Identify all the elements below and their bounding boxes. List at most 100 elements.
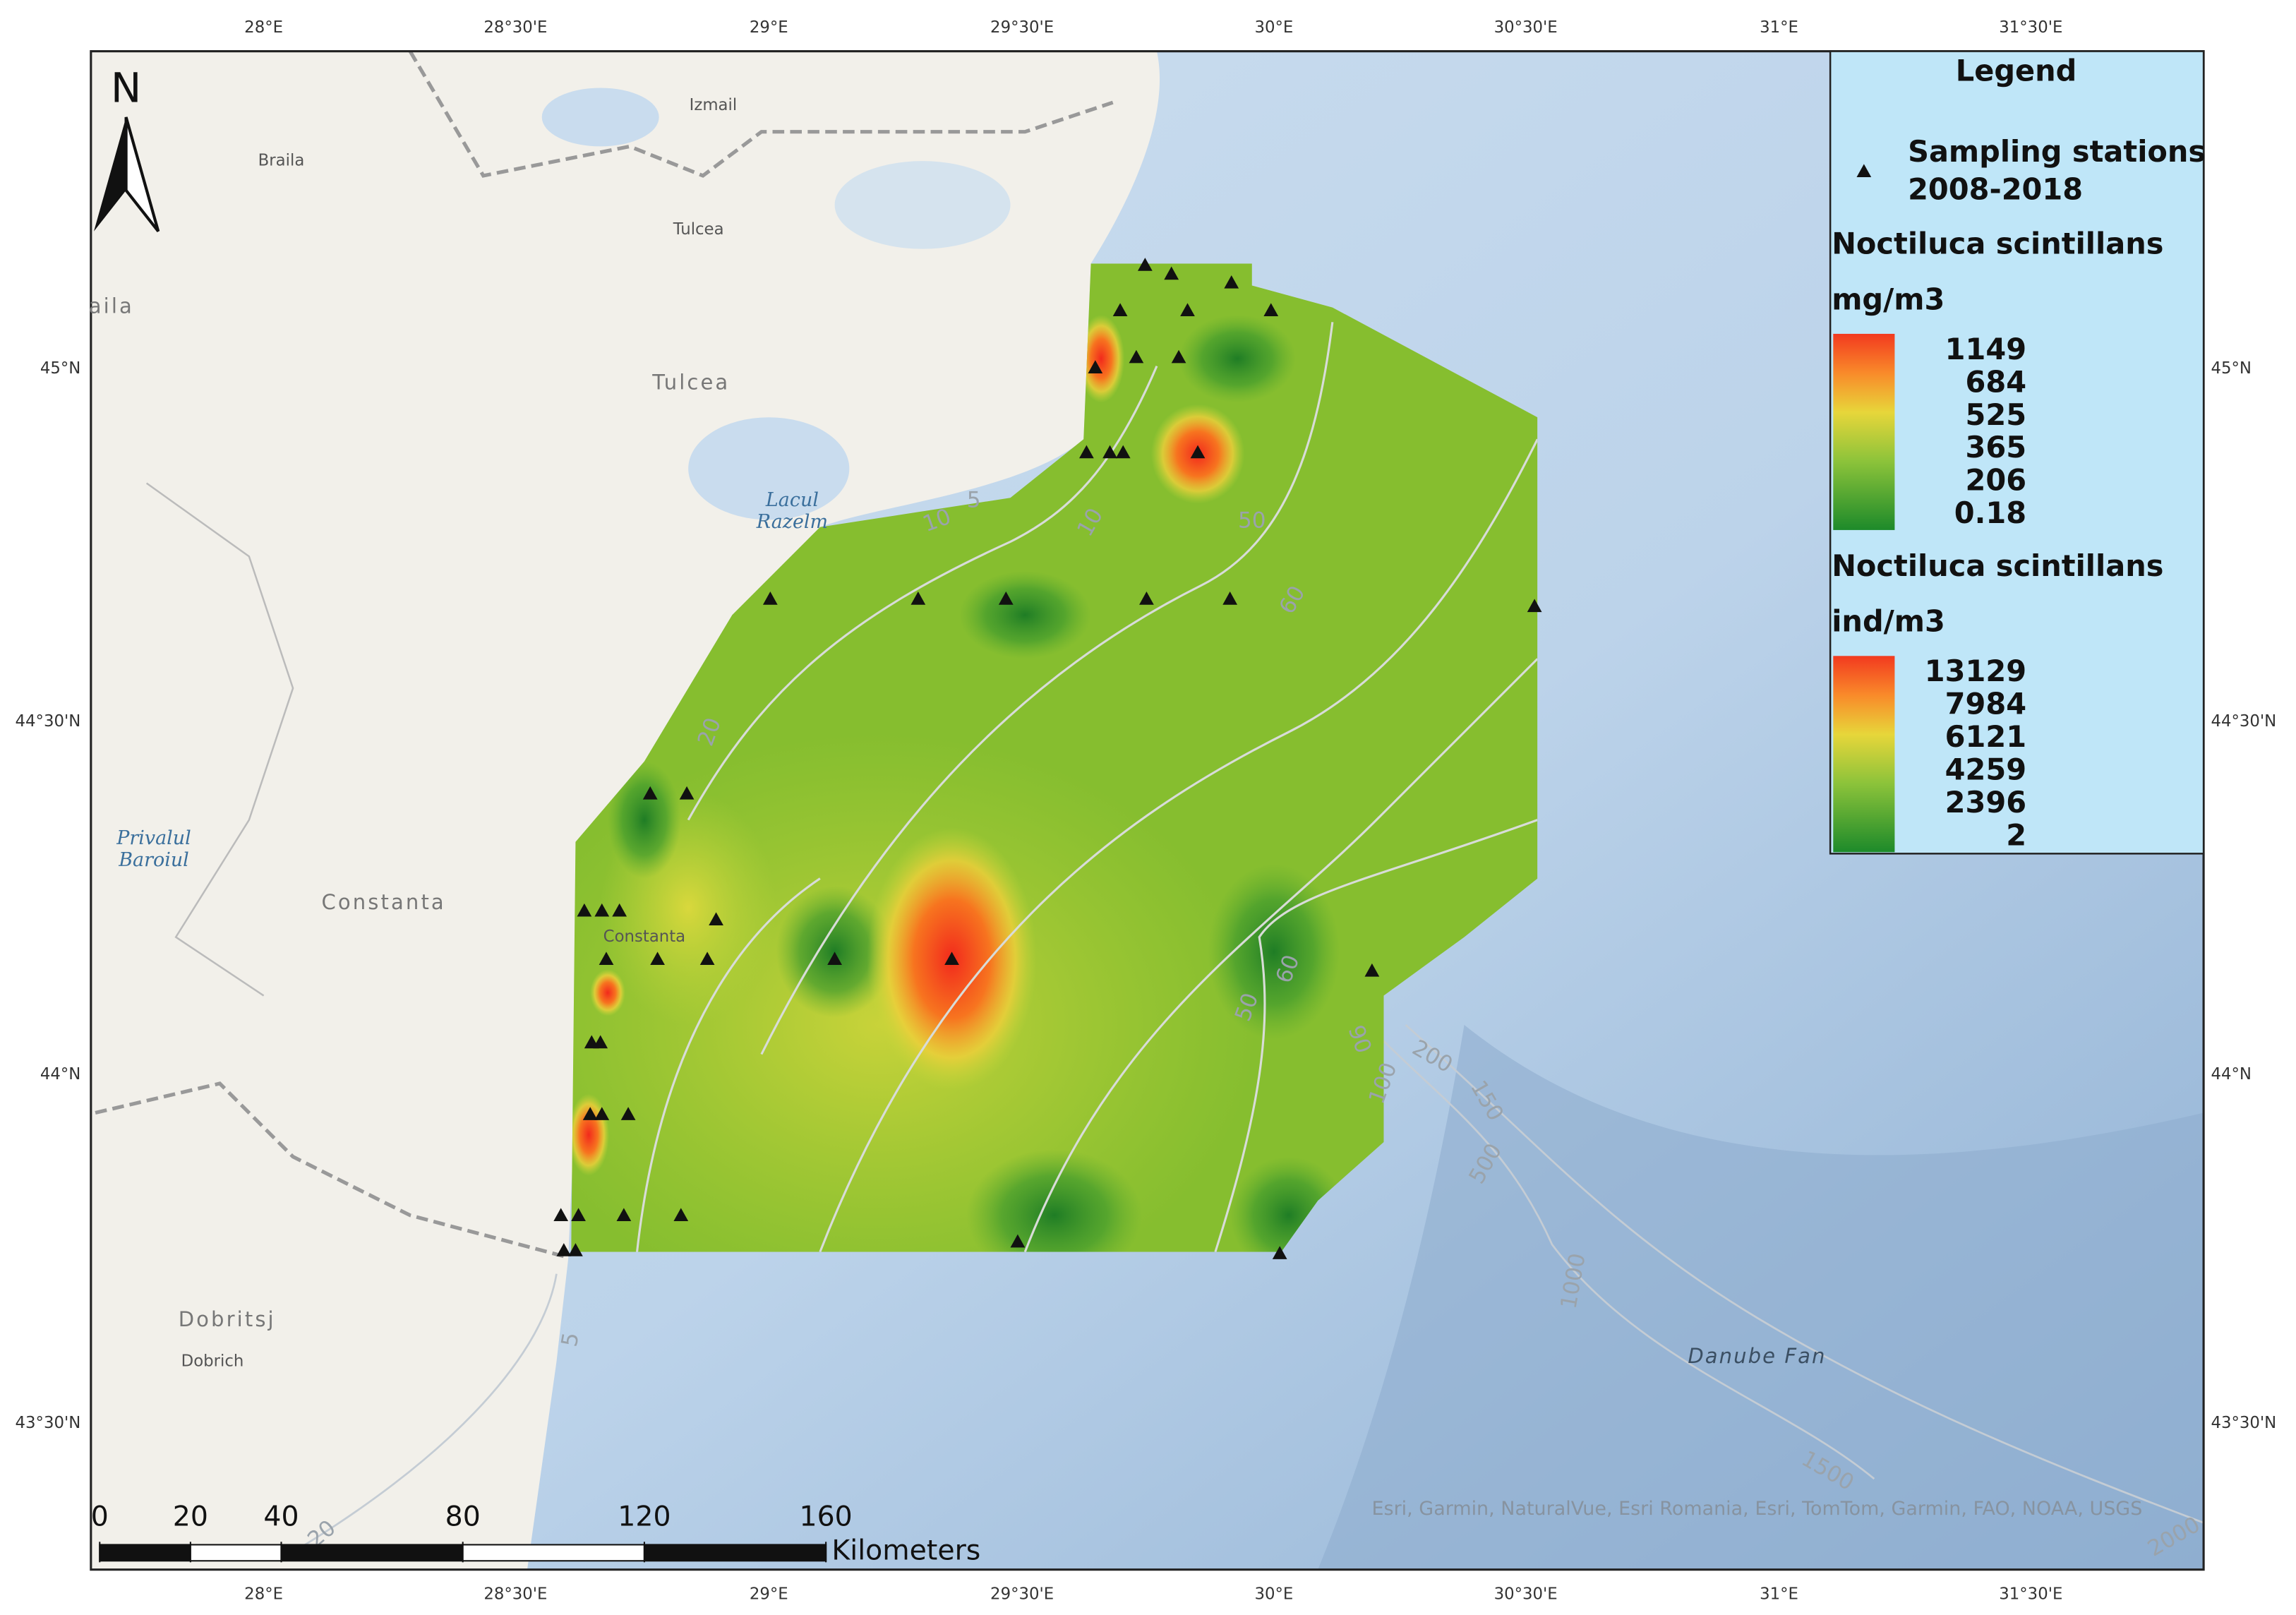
station — [699, 951, 715, 965]
legend-value: 206 — [1966, 463, 2027, 498]
legend-value: 1149 — [1945, 332, 2026, 366]
station — [1224, 275, 1239, 289]
stations — [553, 258, 1542, 1259]
legend-heading: Noctiluca scintillans — [1832, 226, 2163, 260]
water-label: Lacul — [765, 489, 819, 511]
station — [612, 903, 627, 917]
legend-entry: Sampling stations — [1908, 134, 2206, 169]
station — [642, 786, 658, 800]
legend-title: Legend — [1956, 54, 2077, 88]
legend-ramp — [1833, 333, 1895, 530]
station — [709, 912, 723, 925]
legend-ramp — [1833, 656, 1895, 853]
station — [556, 1243, 572, 1256]
station — [1139, 592, 1154, 605]
place-label: Tulcea — [651, 370, 730, 394]
place-label: Braila — [258, 152, 305, 170]
station — [616, 1208, 632, 1222]
longitude-label: 29°30'E — [990, 18, 1054, 37]
legend-value: 365 — [1966, 430, 2027, 464]
scale-label: 0 — [91, 1501, 109, 1533]
legend-value: 7984 — [1945, 687, 2026, 721]
scale-segment — [462, 1544, 645, 1562]
latitude-label: 44°30'N — [2211, 712, 2276, 731]
station — [1129, 349, 1144, 364]
border — [408, 51, 1114, 178]
longitude-label: 28°E — [244, 1585, 283, 1603]
place-label: Izmail — [690, 96, 738, 114]
station — [568, 1243, 583, 1256]
legend-entry: 2008-2018 — [1908, 172, 2083, 207]
station — [1112, 303, 1128, 317]
legend-value: 2 — [2006, 818, 2026, 853]
station — [1190, 445, 1206, 459]
scale-segment — [99, 1544, 191, 1562]
legend-value: 684 — [1966, 364, 2027, 399]
station — [594, 903, 610, 917]
longitude-label: 31°30'E — [1999, 18, 2062, 37]
longitude-label: 30°E — [1254, 1585, 1293, 1603]
place-label: aila — [89, 294, 134, 318]
scale-segment — [643, 1544, 827, 1562]
place-label: Constanta — [322, 890, 446, 914]
station — [944, 951, 959, 965]
scale-segment — [189, 1544, 282, 1562]
scale-unit: Kilometers — [831, 1534, 980, 1566]
scale-label: 160 — [800, 1501, 853, 1533]
legend-value: 0.18 — [1954, 496, 2026, 530]
water-label: Danube Fan — [1688, 1344, 1826, 1368]
station — [1364, 963, 1380, 977]
longitude-label: 28°30'E — [483, 1585, 547, 1603]
legend-unit: mg/m3 — [1832, 282, 1945, 316]
scale-label: 120 — [618, 1501, 671, 1533]
station — [577, 903, 592, 917]
legend-value: 4259 — [1945, 752, 2026, 787]
station — [1171, 349, 1186, 364]
scale-segment — [280, 1544, 464, 1562]
water-label: Baroiul — [118, 849, 189, 871]
contour-label: 50 — [1238, 508, 1266, 533]
latitude-label: 44°30'N — [16, 712, 81, 731]
station — [827, 951, 842, 965]
scale-label: 40 — [263, 1501, 299, 1533]
station — [599, 951, 614, 965]
station — [762, 592, 778, 605]
latitude-label: 43°30'N — [16, 1414, 81, 1432]
station — [582, 1107, 598, 1120]
station — [620, 1107, 636, 1120]
place-label: Dobritsj — [179, 1307, 276, 1331]
latitude-label: 45°N — [2211, 359, 2251, 378]
station — [998, 592, 1014, 605]
longitude-label: 29°E — [750, 1585, 788, 1603]
contour-label: 5 — [967, 487, 981, 512]
legend-value: 6121 — [1945, 719, 2026, 754]
scale-label: 80 — [445, 1501, 481, 1533]
latitude-label: 43°30'N — [2211, 1414, 2276, 1432]
place-label: Tulcea — [673, 220, 724, 239]
station — [571, 1208, 586, 1222]
latitude-label: 45°N — [40, 359, 80, 378]
border — [95, 1081, 565, 1259]
legend-value: 13129 — [1925, 654, 2026, 688]
station — [1137, 258, 1153, 271]
longitude-label: 29°30'E — [990, 1585, 1054, 1603]
station — [1010, 1234, 1026, 1248]
water-label: Razelm — [756, 511, 828, 533]
station — [1272, 1246, 1287, 1259]
station — [679, 786, 695, 800]
scale-label: 20 — [173, 1501, 208, 1533]
longitude-label: 31°E — [1760, 1585, 1798, 1603]
station — [1102, 445, 1117, 459]
longitude-label: 30°30'E — [1494, 18, 1558, 37]
district-line — [145, 482, 294, 997]
latitude-label: 44°N — [2211, 1065, 2251, 1083]
station — [1180, 303, 1195, 317]
legend-heading: Noctiluca scintillans — [1832, 548, 2163, 583]
longitude-label: 31°E — [1760, 18, 1798, 37]
station — [1079, 445, 1094, 459]
station — [1164, 266, 1179, 280]
station — [1263, 303, 1279, 317]
longitude-label: 28°E — [244, 18, 283, 37]
